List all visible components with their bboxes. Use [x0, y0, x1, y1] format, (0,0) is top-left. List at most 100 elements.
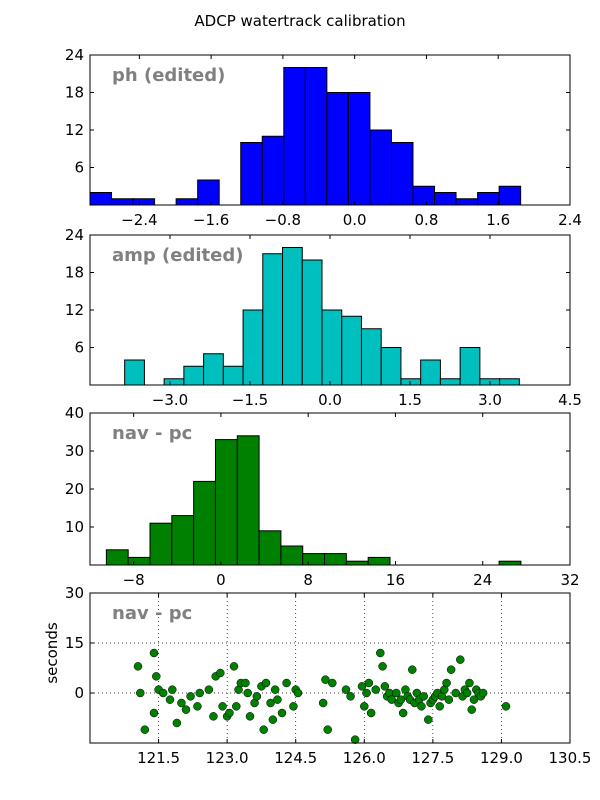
scatter-point [229, 662, 239, 671]
scatter-point [266, 698, 275, 708]
scatter-point [467, 705, 476, 714]
histogram-bar [127, 556, 151, 566]
histogram-bar [132, 198, 156, 206]
histogram-bar [420, 359, 441, 386]
scatter-point [204, 685, 214, 694]
histogram-bar [367, 556, 391, 566]
histogram-bar [258, 530, 282, 566]
scatter-point [350, 735, 360, 744]
histogram-bar [261, 135, 285, 206]
histogram-bar [183, 365, 205, 386]
x-tick-label: 8 [303, 571, 313, 589]
histogram-bar [455, 198, 479, 206]
histogram-bar [369, 129, 392, 206]
x-tick-label: 3.0 [478, 391, 502, 409]
x-tick-label: 121.5 [137, 749, 180, 767]
scatter-point [268, 715, 278, 724]
histogram-bar [499, 378, 520, 386]
y-tick-label: 15 [65, 634, 84, 652]
scatter-point [243, 688, 252, 698]
histogram-bar [124, 359, 145, 386]
scatter-point [293, 688, 303, 698]
x-tick-label: 2.4 [558, 211, 582, 229]
y-tick-label: 6 [74, 339, 84, 357]
scatter-point [364, 678, 374, 688]
scatter-point [323, 725, 332, 734]
chart-panel-2: −3.0 −1.5 0.0 1.5 3.0 4.5 6 12 18 24 amp (edited) [65, 226, 582, 409]
scatter-point [328, 678, 337, 688]
scatter-point [446, 665, 456, 674]
scatter-point [456, 655, 465, 664]
scatter-point [241, 678, 250, 688]
x-tick-label: −1.5 [232, 391, 268, 409]
scatter-point [273, 695, 282, 704]
x-tick-label: 0.0 [343, 211, 367, 229]
y-tick-label: 20 [65, 480, 84, 498]
scatter-point [172, 718, 182, 728]
scatter-point [371, 685, 380, 694]
x-tick-label: 126.0 [343, 749, 386, 767]
histogram-bar [301, 259, 323, 386]
scatter-point [149, 708, 159, 718]
scatter-point [181, 705, 191, 714]
x-tick-label: 0.8 [415, 211, 439, 229]
scatter-point [424, 715, 433, 724]
x-tick-label: 124.5 [274, 749, 317, 767]
scatter-point [442, 678, 451, 688]
histogram-bar [262, 253, 284, 386]
scatter-point [186, 692, 195, 701]
histogram-bar [282, 247, 303, 386]
histogram-bar [171, 515, 195, 566]
histogram-bar [434, 192, 457, 206]
histogram-bar [304, 67, 328, 206]
scatter-point [451, 688, 460, 698]
x-tick-label: −2.4 [121, 211, 157, 229]
x-tick-label: 1.6 [486, 211, 510, 229]
scatter-point [158, 688, 168, 698]
y-tick-label: 24 [65, 46, 84, 64]
scatter-point [216, 668, 225, 678]
histogram-bar [324, 553, 347, 566]
scatter-point [318, 698, 328, 708]
histogram-bar [175, 198, 199, 206]
histogram-bar [345, 560, 369, 566]
scatter-point [218, 702, 227, 711]
histogram-bar [412, 185, 436, 206]
histogram-bar [400, 378, 422, 386]
scatter-point [277, 708, 287, 718]
scatter-point [321, 675, 330, 684]
scatter-point [341, 685, 351, 694]
scatter-point [387, 695, 396, 704]
x-tick-label: −3.0 [152, 391, 188, 409]
y-tick-label: 12 [65, 301, 84, 319]
scatter-point [232, 702, 241, 711]
panel-label: ph (edited) [112, 65, 225, 86]
histogram-bar [280, 545, 304, 566]
y-tick-label: 12 [65, 121, 84, 139]
x-tick-label: 127.5 [411, 749, 454, 767]
scatter-point [378, 662, 387, 671]
x-tick-label: 0 [216, 571, 226, 589]
y-axis-label: seconds [43, 622, 61, 683]
figure-title: ADCP watertrack calibration [194, 12, 406, 30]
y-tick-label: 40 [65, 404, 84, 422]
x-tick-label: 129.0 [480, 749, 523, 767]
histogram-bar [203, 353, 224, 386]
scatter-point [209, 712, 218, 721]
scatter-point [462, 688, 472, 698]
y-tick-label: 24 [65, 226, 84, 244]
y-tick-label: 18 [65, 84, 84, 102]
histogram-bar [163, 378, 185, 386]
histogram-bar [347, 92, 371, 206]
chart-panel-4: 121.5 123.0 124.5 126.0 127.5 129.0 130.5 0 15 30… [43, 584, 591, 767]
y-tick-label: 10 [65, 518, 84, 536]
scatter-point [133, 662, 143, 671]
scatter-point [469, 695, 479, 704]
x-tick-label: 130.5 [549, 749, 592, 767]
scatter-point [245, 712, 255, 721]
scatter-point [357, 682, 367, 691]
x-tick-label: 0.0 [318, 391, 342, 409]
x-tick-label: 4.5 [558, 391, 582, 409]
